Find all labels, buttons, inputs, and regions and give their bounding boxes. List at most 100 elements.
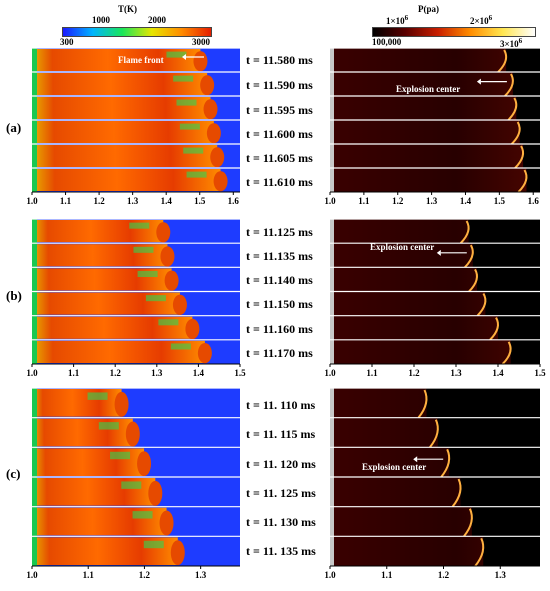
pressure-wave-front <box>459 220 470 244</box>
cool-pocket <box>132 511 153 519</box>
pressure-unburned <box>468 219 540 244</box>
pressure-unburned <box>510 339 540 364</box>
pressure-inlet-strip <box>330 243 334 268</box>
pressure-wave-front <box>468 268 478 293</box>
inlet-strip <box>32 72 37 96</box>
cool-pocket <box>183 147 204 154</box>
inlet-strip <box>32 315 37 340</box>
pressure-inlet-strip <box>330 72 334 96</box>
inlet-strip <box>32 144 37 168</box>
inlet-strip <box>32 48 37 72</box>
pressure-unburned <box>526 168 540 192</box>
panel-c-time-1: t = 11. 110 ms <box>246 398 316 412</box>
pressure-row-background <box>330 96 540 120</box>
explosion-center-arrowhead <box>436 249 441 256</box>
left-tick-label: 1.5 <box>234 368 246 378</box>
pressure-row-background <box>330 144 540 168</box>
pressure-unburned <box>519 120 540 144</box>
pressure-inlet-strip <box>330 388 334 418</box>
panel-b-time-4: t = 11.150 ms <box>246 297 313 311</box>
panel-b-label: (b) <box>6 288 22 303</box>
pressure-inlet-strip <box>330 315 334 340</box>
pressure-wave-front <box>507 97 518 121</box>
left-tick-label: 1.3 <box>195 570 207 580</box>
panel-a-label: (a) <box>6 120 22 135</box>
pressure-inlet-strip <box>330 447 334 477</box>
left-tick-label: 1.0 <box>26 570 38 580</box>
temperature-tick-2000: 2000 <box>148 15 166 25</box>
cool-pocket <box>176 99 197 106</box>
flame-region <box>32 316 193 339</box>
pressure-unburned <box>506 48 540 72</box>
pressure-unburned <box>477 267 540 292</box>
flame-front-tip <box>210 147 225 168</box>
left-tick-label: 1.6 <box>228 196 240 206</box>
pressure-wave-front <box>440 448 451 478</box>
pressure-inlet-strip <box>330 477 334 507</box>
cool-pocket <box>137 270 158 277</box>
left-tick-label: 1.1 <box>68 368 80 378</box>
pressure-wave-front <box>517 169 528 193</box>
explosion-center-arrowhead <box>413 456 418 463</box>
left-tick-label: 1.1 <box>60 196 72 206</box>
pressure-wave-front <box>463 508 473 537</box>
left-tick-label: 1.1 <box>83 570 95 580</box>
pressure-inlet-strip <box>330 168 334 192</box>
inlet-strip <box>32 536 37 566</box>
pressure-wave-front <box>451 478 462 508</box>
pressure-tick-3e6: 3×106 <box>500 37 523 49</box>
temperature-tick-300: 300 <box>60 37 74 47</box>
pressure-wave-front <box>489 317 499 341</box>
flame-front-tip <box>148 480 163 506</box>
panel-a-time-4: t = 11.600 ms <box>246 127 313 141</box>
pressure-colorbar-gradient <box>372 27 536 37</box>
pressure-tick-100000: 100,000 <box>372 37 402 47</box>
pressure-row-background <box>330 168 540 192</box>
flame-front-tip <box>206 123 221 144</box>
flame-front-tip <box>193 51 208 72</box>
left-tick-label: 1.0 <box>26 368 38 378</box>
panel-a-time-6: t = 11.610 ms <box>246 175 313 189</box>
flame-front-tip <box>156 222 171 243</box>
inlet-strip <box>32 506 37 537</box>
pressure-unburned <box>498 315 540 340</box>
right-tick-label: 1.4 <box>492 368 504 378</box>
flame-front-tip <box>125 421 140 447</box>
flame-region <box>32 49 201 71</box>
pressure-wave-front <box>501 341 512 365</box>
pressure-wave-front <box>497 49 508 73</box>
flame-front-tip <box>197 342 212 364</box>
flame-front-arrowhead <box>182 54 186 60</box>
right-tick-label: 1.2 <box>438 570 450 580</box>
right-tick-label: 1.0 <box>324 196 336 206</box>
cool-pocket <box>179 123 200 130</box>
panel-b-explosion-center-annotation: Explosion center <box>370 242 435 252</box>
inlet-strip <box>32 447 37 477</box>
inlet-strip <box>32 243 37 268</box>
left-tick-label: 1.4 <box>161 196 173 206</box>
inlet-strip <box>32 96 37 120</box>
right-tick-label: 1.1 <box>366 368 378 378</box>
panel-b-time-6: t = 11.170 ms <box>246 346 313 360</box>
right-tick-label: 1.3 <box>495 570 507 580</box>
cool-pocket <box>186 171 207 178</box>
pressure-inlet-strip <box>330 339 334 364</box>
panel-c-label: (c) <box>6 466 21 481</box>
flame-front-tip <box>213 171 228 192</box>
temperature-colorbar-title: T(K) <box>118 4 137 14</box>
flame-region <box>32 145 218 167</box>
pressure-row-background <box>330 72 540 96</box>
right-tick-label: 1.6 <box>528 196 540 206</box>
left-tick-label: 1.5 <box>194 196 206 206</box>
pressure-inlet-strip <box>330 96 334 120</box>
left-tick-label: 1.2 <box>93 196 105 206</box>
temperature-colorbar-gradient <box>62 27 212 37</box>
cool-pocket <box>110 451 131 460</box>
panel-a-time-5: t = 11.605 ms <box>246 151 313 165</box>
cool-pocket <box>133 246 154 253</box>
panel-c-time-4: t = 11. 125 ms <box>246 486 316 500</box>
pressure-unburned <box>426 388 540 418</box>
right-tick-label: 1.2 <box>408 368 420 378</box>
flame-front-tip <box>200 75 215 96</box>
